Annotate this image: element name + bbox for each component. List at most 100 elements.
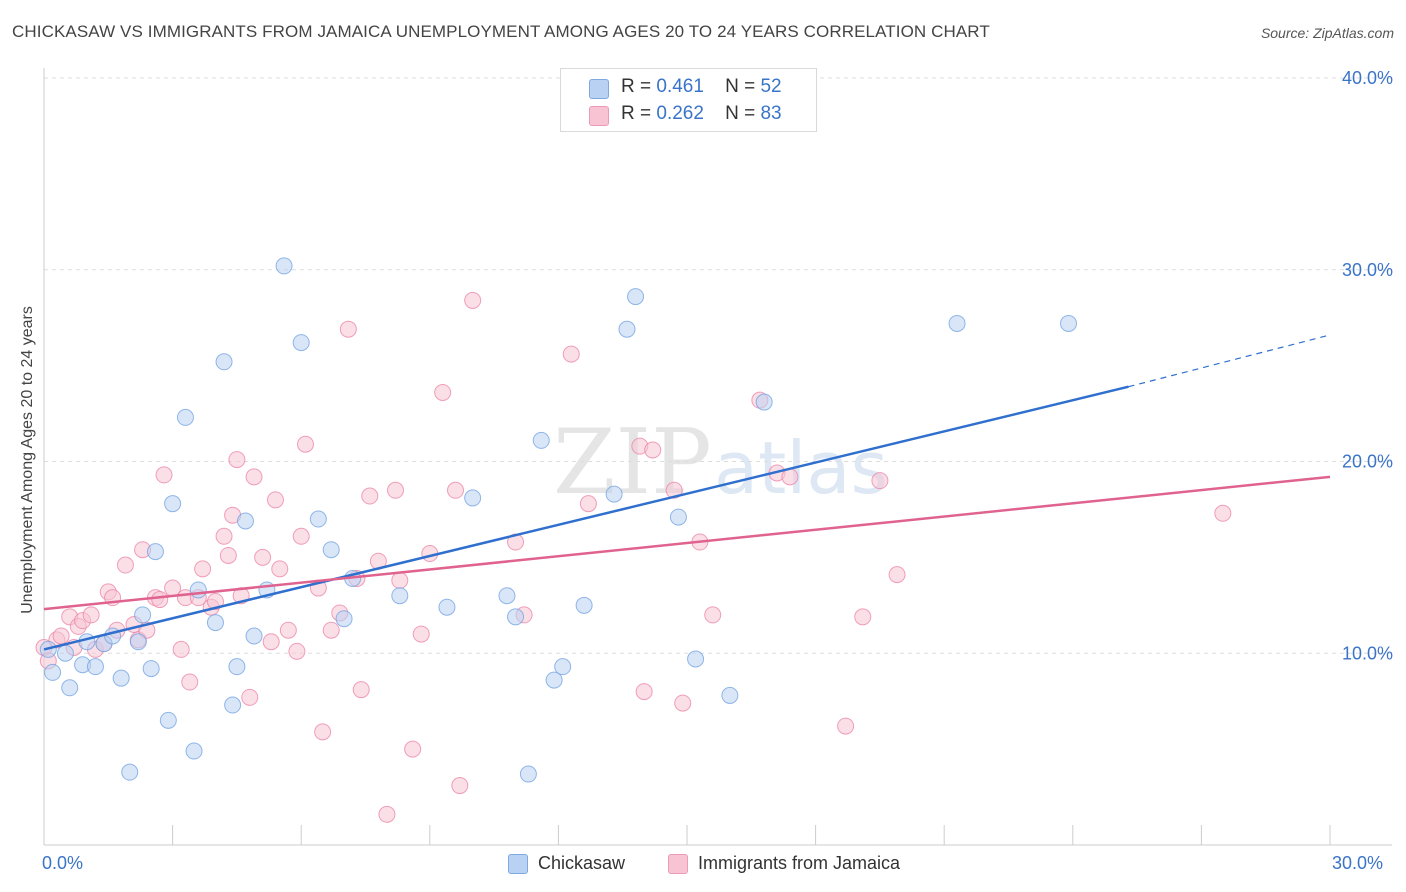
jamaica-point bbox=[339, 320, 357, 338]
jamaica-point bbox=[116, 556, 134, 574]
jamaica-point bbox=[644, 441, 662, 459]
chickasaw-point bbox=[391, 587, 409, 605]
chart-title: CHICKASAW VS IMMIGRANTS FROM JAMAICA UNE… bbox=[12, 22, 990, 41]
y-tick-label: 40.0% bbox=[1342, 68, 1393, 88]
jamaica-point bbox=[181, 673, 199, 691]
y-tick-label: 30.0% bbox=[1342, 260, 1393, 280]
chickasaw-point bbox=[519, 765, 537, 783]
chickasaw-point bbox=[245, 627, 263, 645]
jamaica-point bbox=[52, 627, 70, 645]
chickasaw-point bbox=[755, 393, 773, 411]
source-label: Source: ZipAtlas.com bbox=[1260, 25, 1394, 41]
jamaica-point bbox=[82, 606, 100, 624]
legend-swatch-jamaica bbox=[589, 106, 609, 126]
jamaica-point bbox=[391, 571, 409, 589]
jamaica-point bbox=[854, 608, 872, 626]
jamaica-point bbox=[254, 548, 272, 566]
watermark: ZIP atlas bbox=[553, 410, 888, 515]
chickasaw-point bbox=[1060, 314, 1078, 332]
legend-swatch-chickasaw bbox=[589, 79, 609, 99]
jamaica-point bbox=[194, 560, 212, 578]
jamaica-point bbox=[352, 681, 370, 699]
y-axis-label: Unemployment Among Ages 20 to 24 years bbox=[19, 306, 36, 614]
chickasaw-point bbox=[507, 608, 525, 626]
jamaica-point bbox=[322, 621, 340, 639]
gridlines bbox=[44, 77, 1392, 654]
jamaica-point bbox=[837, 717, 855, 735]
axes bbox=[43, 68, 1392, 846]
chickasaw-point bbox=[61, 679, 79, 697]
correlation-legend: R = 0.461 N = 52 R = 0.262 N = 83 bbox=[560, 68, 817, 132]
chickasaw-point bbox=[215, 353, 233, 371]
chickasaw-point bbox=[498, 587, 516, 605]
jamaica-point bbox=[871, 472, 889, 490]
chickasaw-point bbox=[292, 334, 310, 352]
legend-bottom-label-jamaica: Immigrants from Jamaica bbox=[698, 853, 901, 873]
chickasaw-point bbox=[948, 314, 966, 332]
chickasaw-point bbox=[176, 408, 194, 426]
chickasaw-point bbox=[185, 742, 203, 760]
watermark-zip: ZIP bbox=[553, 410, 712, 515]
chickasaw-point bbox=[275, 257, 293, 275]
jamaica-point bbox=[562, 345, 580, 363]
chickasaw-point bbox=[687, 650, 705, 668]
chickasaw-point bbox=[464, 489, 482, 507]
legend-bottom-label-chickasaw: Chickasaw bbox=[538, 853, 626, 873]
jamaica-point bbox=[1214, 504, 1232, 522]
jamaica-point bbox=[262, 633, 280, 651]
series-legend: Chickasaw Immigrants from Jamaica bbox=[0, 851, 1406, 877]
chickasaw-point bbox=[545, 671, 563, 689]
chickasaw-point bbox=[189, 581, 207, 599]
series-jamaica-points bbox=[35, 291, 1232, 823]
jamaica-point bbox=[155, 466, 173, 484]
chickasaw-point bbox=[228, 658, 246, 676]
y-tick-label: 20.0% bbox=[1342, 452, 1393, 472]
jamaica-point bbox=[271, 560, 289, 578]
jamaica-point bbox=[206, 592, 224, 610]
jamaica-point bbox=[219, 546, 237, 564]
chickasaw-point bbox=[618, 320, 636, 338]
jamaica-point bbox=[579, 495, 597, 513]
chickasaw-point bbox=[86, 658, 104, 676]
jamaica-point bbox=[387, 481, 405, 499]
trend-line-chickasaw-extension bbox=[1128, 334, 1331, 388]
watermark-atlas: atlas bbox=[714, 426, 888, 510]
chickasaw-point bbox=[236, 512, 254, 530]
jamaica-point bbox=[434, 383, 452, 401]
jamaica-point bbox=[464, 291, 482, 309]
chickasaw-point bbox=[206, 614, 224, 632]
jamaica-point bbox=[151, 591, 169, 609]
jamaica-point bbox=[288, 642, 306, 660]
jamaica-point bbox=[412, 625, 430, 643]
y-tick-label: 10.0% bbox=[1342, 643, 1393, 663]
jamaica-point bbox=[451, 777, 469, 795]
chickasaw-point bbox=[438, 598, 456, 616]
jamaica-point bbox=[665, 481, 683, 499]
jamaica-point bbox=[245, 468, 263, 486]
jamaica-point bbox=[404, 740, 422, 758]
chickasaw-point bbox=[669, 508, 687, 526]
chickasaw-point bbox=[322, 541, 340, 559]
series-chickasaw-points bbox=[39, 257, 1078, 783]
chickasaw-point bbox=[112, 669, 130, 687]
chickasaw-point bbox=[164, 495, 182, 513]
jamaica-point bbox=[635, 683, 653, 701]
x-tick-label-max: 30.0% bbox=[1332, 853, 1384, 873]
chickasaw-point bbox=[721, 686, 739, 704]
chickasaw-point bbox=[224, 696, 242, 714]
jamaica-point bbox=[172, 640, 190, 658]
chickasaw-point bbox=[309, 510, 327, 528]
jamaica-point bbox=[361, 487, 379, 505]
chickasaw-point bbox=[121, 763, 139, 781]
chickasaw-point bbox=[146, 543, 164, 561]
jamaica-point bbox=[888, 566, 906, 584]
chickasaw-point bbox=[575, 596, 593, 614]
chickasaw-point bbox=[129, 633, 147, 651]
jamaica-point bbox=[279, 621, 297, 639]
jamaica-point bbox=[704, 606, 722, 624]
chickasaw-point bbox=[627, 288, 645, 306]
chickasaw-point bbox=[605, 485, 623, 503]
jamaica-point bbox=[314, 723, 332, 741]
chickasaw-point bbox=[142, 660, 160, 678]
